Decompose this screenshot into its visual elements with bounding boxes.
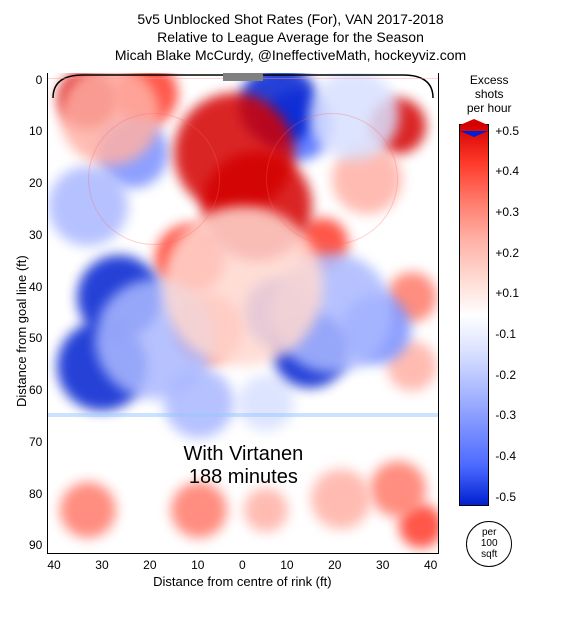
per100-3: sqft [481, 549, 497, 560]
blue-line [48, 413, 438, 417]
x-tick: 10 [280, 558, 293, 572]
x-tick: 40 [424, 558, 437, 572]
cbar-tick: +0.1 [495, 286, 519, 300]
colorbar-bottom-arrow [460, 131, 488, 511]
x-tick: 0 [239, 558, 246, 572]
plot-area: Distance from goal line (ft) 0 10 20 30 … [10, 73, 571, 589]
cbar-tick: -0.4 [495, 449, 519, 463]
cbar-tick: -0.3 [495, 408, 519, 422]
x-tick: 30 [95, 558, 108, 572]
annotation: With Virtanen 188 minutes [48, 443, 438, 489]
title-line-3: Micah Blake McCurdy, @IneffectiveMath, h… [10, 46, 571, 64]
cbar-tick: -0.5 [495, 490, 519, 504]
y-tick: 90 [29, 538, 42, 552]
per100-1: per [482, 527, 496, 538]
cbar-tick: +0.4 [495, 164, 519, 178]
title-line-1: 5v5 Unblocked Shot Rates (For), VAN 2017… [10, 10, 571, 28]
y-tick: 80 [29, 487, 42, 501]
y-tick: 20 [29, 176, 42, 190]
x-tick: 20 [328, 558, 341, 572]
colorbar-title-1: Excess [467, 73, 512, 87]
y-tick: 50 [29, 331, 42, 345]
chart-title: 5v5 Unblocked Shot Rates (For), VAN 2017… [10, 10, 571, 65]
x-tick: 30 [376, 558, 389, 572]
colorbar-block: Excess shots per hour +0.5 +0.4 +0.3 [459, 73, 519, 589]
cbar-tick: +0.5 [495, 124, 519, 138]
chart-container: 5v5 Unblocked Shot Rates (For), VAN 2017… [10, 10, 571, 621]
goal-marker [223, 73, 263, 81]
y-tick: 40 [29, 280, 42, 294]
x-tick: 20 [143, 558, 156, 572]
colorbar-title-3: per hour [467, 101, 512, 115]
colorbar-title: Excess shots per hour [467, 73, 512, 116]
y-tick: 70 [29, 435, 42, 449]
cbar-tick: -0.1 [495, 327, 519, 341]
y-tick: 30 [29, 228, 42, 242]
per100-2: 100 [481, 538, 498, 549]
y-tick: 60 [29, 383, 42, 397]
y-axis-ticks: 0 10 20 30 40 50 60 70 80 90 [29, 73, 47, 553]
cbar-tick: -0.2 [495, 368, 519, 382]
annotation-line-1: With Virtanen [48, 443, 438, 466]
heatmap: With Virtanen 188 minutes [47, 73, 439, 554]
x-tick: 40 [47, 558, 60, 572]
heatmap-wrap: With Virtanen 188 minutes 40 30 20 10 0 … [47, 73, 439, 589]
y-tick: 10 [29, 124, 42, 138]
y-axis-label: Distance from goal line (ft) [10, 73, 29, 589]
colorbar-wrap: +0.5 +0.4 +0.3 +0.2 +0.1 -0.1 -0.2 -0.3 … [459, 124, 519, 506]
colorbar-title-2: shots [467, 87, 512, 101]
annotation-line-2: 188 minutes [48, 466, 438, 489]
cbar-tick: +0.3 [495, 205, 519, 219]
x-axis-ticks: 40 30 20 10 0 10 20 30 40 [47, 554, 437, 572]
cbar-tick: +0.2 [495, 246, 519, 260]
colorbar [459, 124, 489, 506]
x-axis-label: Distance from centre of rink (ft) [47, 574, 437, 589]
faceoff-circle-right [266, 113, 398, 245]
per-100-badge: per 100 sqft [466, 521, 512, 567]
title-line-2: Relative to League Average for the Seaso… [10, 28, 571, 46]
x-tick: 10 [191, 558, 204, 572]
colorbar-ticks: +0.5 +0.4 +0.3 +0.2 +0.1 -0.1 -0.2 -0.3 … [489, 124, 519, 504]
faceoff-circle-left [88, 113, 220, 245]
y-tick: 0 [29, 73, 42, 87]
